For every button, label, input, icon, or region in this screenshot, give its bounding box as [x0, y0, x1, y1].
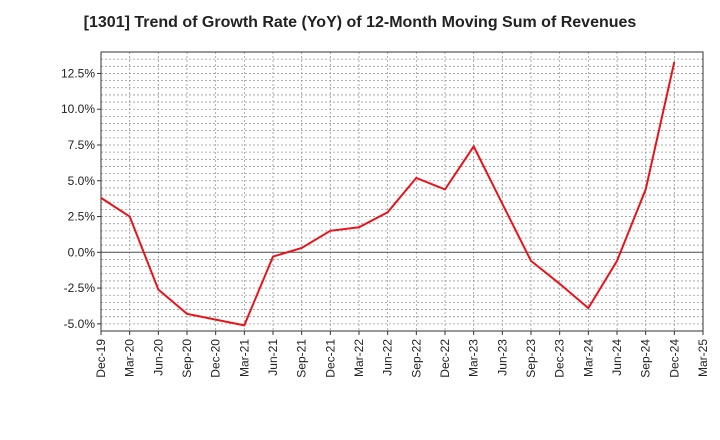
y-tick-label: 10.0% [61, 102, 95, 116]
y-tick-label: 5.0% [68, 174, 96, 188]
x-tick-label: Dec-23 [553, 339, 567, 378]
y-tick-label: 2.5% [68, 210, 96, 224]
x-tick-label: Mar-24 [581, 339, 595, 377]
x-tick-label: Sep-23 [524, 339, 538, 378]
x-tick-label: Sep-20 [180, 339, 194, 378]
series-line [100, 61, 676, 327]
x-tick-label: Sep-22 [409, 339, 423, 378]
plot-background [101, 52, 703, 331]
x-tick-label: Dec-21 [323, 339, 337, 378]
chart-title: [1301] Trend of Growth Rate (YoY) of 12-… [83, 14, 637, 31]
x-tick-label: Mar-22 [352, 339, 366, 377]
x-tick-label: Jun-20 [151, 339, 165, 376]
x-tick-label: Dec-22 [438, 339, 452, 378]
x-tick-label: Dec-24 [667, 339, 681, 378]
y-tick-label: 12.5% [61, 66, 95, 80]
y-tick-label: -5.0% [64, 317, 96, 331]
y-tick-label: 7.5% [68, 138, 96, 152]
x-tick-label: Mar-23 [467, 339, 481, 377]
x-tick-label: Mar-20 [123, 339, 137, 377]
x-tick-label: Dec-19 [94, 339, 108, 378]
y-tick-label: -2.5% [64, 281, 96, 295]
plot-frame [100, 51, 704, 332]
x-tick-label: Jun-21 [266, 339, 280, 376]
x-tick-label: Sep-21 [295, 339, 309, 378]
x-tick-label: Jun-22 [381, 339, 395, 376]
x-tick-label: Jun-23 [495, 339, 509, 376]
x-tick-label: Sep-24 [639, 339, 653, 378]
x-tick-label: Jun-24 [610, 339, 624, 376]
y-tick-label: 0.0% [68, 245, 96, 259]
x-tick-label: Mar-21 [237, 339, 251, 377]
x-tick-label: Mar-25 [696, 339, 710, 377]
x-tick-label: Dec-20 [209, 339, 223, 378]
